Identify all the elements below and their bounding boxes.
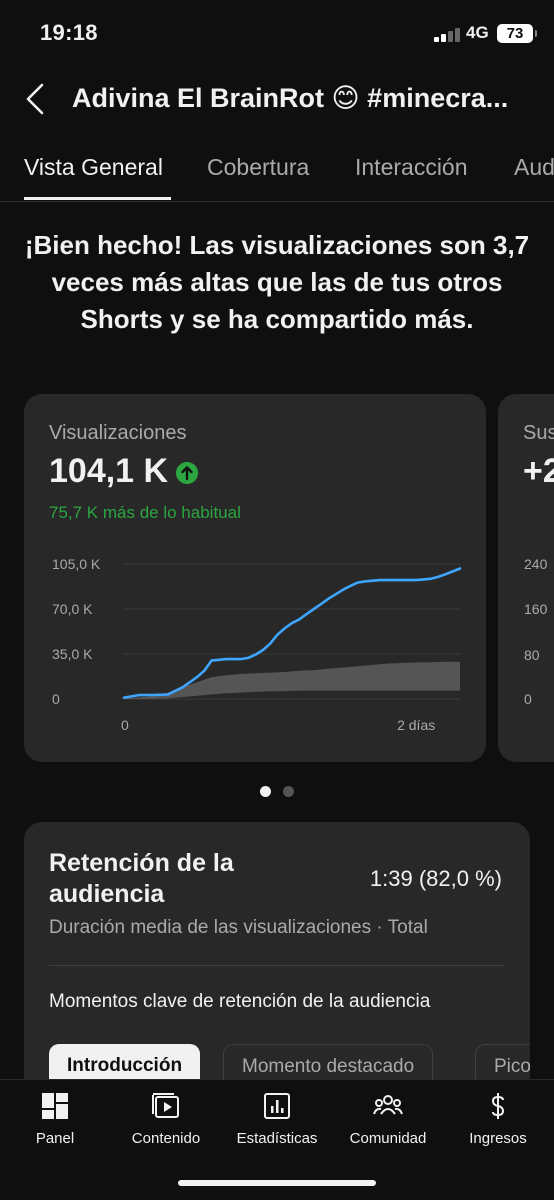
retention-subtitle: Duración media de las visualizaciones · … <box>49 917 428 938</box>
divider <box>49 965 505 966</box>
active-tab-indicator <box>24 197 171 200</box>
content-icon <box>152 1093 179 1118</box>
chart-x-tick: 0 <box>121 717 129 733</box>
tab-audience[interactable]: Aud <box>514 154 554 180</box>
battery-icon: 73 <box>497 24 537 43</box>
status-time: 19:18 <box>40 20 98 45</box>
chart-series-line <box>122 567 462 699</box>
subscribers-y-tick: 80 <box>524 647 540 663</box>
carousel-pager <box>260 786 300 798</box>
dollar-icon <box>491 1093 505 1119</box>
retention-title: Retención de la audiencia <box>49 849 234 908</box>
chart-y-tick: 35,0 K <box>52 646 93 662</box>
views-value: 104,1 K <box>49 452 169 490</box>
retention-card[interactable]: Retención de la audiencia 1:39 (82,0 %) … <box>24 822 530 1122</box>
retention-moments-label: Momentos clave de retención de la audien… <box>49 991 431 1012</box>
nav-content[interactable]: Contenido <box>111 1090 221 1147</box>
subscribers-y-tick: 240 <box>524 556 548 572</box>
tab-reach[interactable]: Cobertura <box>207 154 310 180</box>
views-label: Visualizaciones <box>49 422 187 444</box>
subscribers-y-tick: 0 <box>524 691 532 707</box>
tab-bar: Vista General Cobertura Interacción Aud <box>0 140 554 202</box>
subscribers-label: Sus <box>523 422 554 444</box>
tab-overview[interactable]: Vista General <box>24 154 163 180</box>
network-type: 4G <box>466 23 489 42</box>
subscribers-y-tick: 160 <box>524 601 548 617</box>
views-comparison: 75,7 K más de lo habitual <box>49 503 241 522</box>
top-app-bar: Adivina El BrainRot 😊 #minecra... <box>0 70 554 130</box>
nav-earn[interactable]: Ingresos <box>443 1090 553 1147</box>
nav-label: Ingresos <box>469 1130 527 1147</box>
status-bar: 19:18 4G 73 <box>0 0 554 66</box>
chart-typical-band <box>124 661 460 699</box>
arrow-up-circle-icon <box>176 462 198 484</box>
views-chart: 105,0 K 70,0 K 35,0 K 0 0 2 días <box>52 556 462 733</box>
chart-y-tick: 70,0 K <box>52 601 93 617</box>
tab-engagement[interactable]: Interacción <box>355 154 468 180</box>
nav-label: Comunidad <box>349 1130 427 1147</box>
pager-dot-active[interactable] <box>260 786 271 797</box>
chevron-left-icon <box>26 83 44 115</box>
chart-x-tick: 2 días <box>397 717 435 733</box>
community-icon <box>373 1095 403 1115</box>
nav-label: Contenido <box>131 1130 201 1147</box>
nav-dashboard[interactable]: Panel <box>0 1090 110 1147</box>
subscribers-value: +2 <box>523 452 554 490</box>
nav-analytics[interactable]: Estadísticas <box>222 1090 332 1147</box>
subscribers-card[interactable]: Sus +2 240 160 80 0 <box>498 394 554 762</box>
page-title: Adivina El BrainRot 😊 #minecra... <box>72 83 509 113</box>
pager-dot[interactable] <box>283 786 294 797</box>
signal-icon <box>434 28 462 42</box>
home-indicator <box>178 1180 376 1186</box>
retention-value: 1:39 (82,0 %) <box>369 866 502 891</box>
bottom-navigation: Panel Contenido Estadísticas Comunidad <box>0 1079 554 1200</box>
chart-y-tick: 105,0 K <box>52 556 101 572</box>
back-button[interactable] <box>22 82 52 116</box>
dashboard-icon <box>42 1093 68 1119</box>
chart-y-tick: 0 <box>52 691 60 707</box>
nav-label: Panel <box>35 1130 75 1147</box>
nav-label: Estadísticas <box>236 1130 318 1147</box>
performance-headline: ¡Bien hecho! Las visualizaciones son 3,7… <box>24 230 530 334</box>
views-card[interactable]: Visualizaciones 104,1 K 75,7 K más de lo… <box>24 394 486 762</box>
analytics-icon <box>264 1093 290 1119</box>
nav-community[interactable]: Comunidad <box>333 1090 443 1147</box>
